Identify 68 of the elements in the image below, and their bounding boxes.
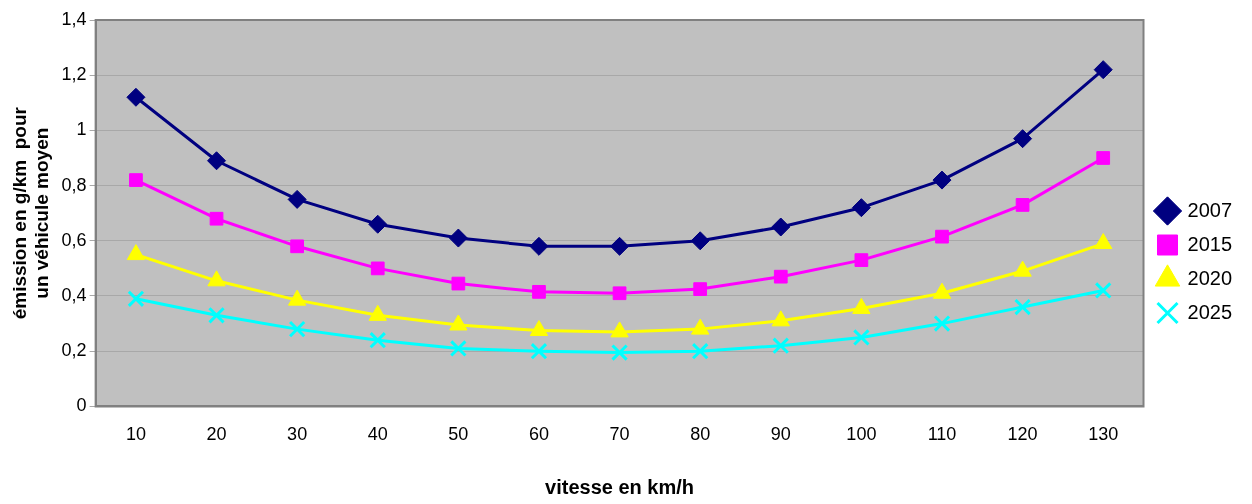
x-tick-label: 120 — [1007, 424, 1038, 445]
point — [932, 170, 952, 190]
x-tick-label: 20 — [206, 424, 227, 445]
point — [771, 217, 791, 237]
point — [126, 87, 146, 107]
x-tick-label: 10 — [125, 424, 146, 445]
point — [935, 229, 949, 244]
x-tick-label: 60 — [528, 424, 549, 445]
point — [207, 151, 227, 171]
x-tick-label: 110 — [927, 424, 957, 445]
y-tick-label: 0,4 — [61, 284, 87, 305]
point — [610, 236, 630, 256]
point — [287, 189, 307, 209]
y-tick-label: 0,6 — [61, 229, 87, 250]
point — [612, 286, 627, 301]
x-tick-label: 90 — [770, 424, 791, 445]
point — [530, 342, 548, 360]
point — [129, 173, 143, 187]
point — [532, 285, 546, 299]
legend-label: 2025 — [1187, 300, 1233, 323]
point — [772, 337, 790, 355]
legend-label: 2007 — [1187, 198, 1233, 221]
point — [693, 282, 708, 296]
point — [127, 290, 145, 308]
x-tick-label: 50 — [448, 424, 469, 445]
point — [1096, 151, 1111, 165]
point — [288, 320, 306, 338]
x-tick-label: 30 — [287, 424, 308, 445]
point — [773, 269, 788, 284]
point — [529, 236, 549, 256]
y-tick-label: 0 — [76, 395, 87, 416]
x-tick-label: 40 — [367, 424, 388, 445]
point — [851, 198, 871, 218]
point — [933, 315, 951, 333]
legend-label: 2020 — [1187, 266, 1233, 289]
x-tick-label: 80 — [690, 424, 711, 445]
y-tick-label: 1,4 — [61, 8, 87, 29]
point — [690, 231, 710, 251]
point — [1015, 198, 1030, 212]
point — [1094, 233, 1113, 250]
point — [1014, 298, 1032, 316]
y-tick-label: 1,2 — [61, 64, 87, 85]
point — [1094, 281, 1112, 300]
x-tick-label: 130 — [1088, 424, 1119, 445]
point — [448, 228, 468, 248]
x-tick-label: 70 — [609, 424, 630, 445]
point — [369, 331, 387, 349]
x-tick-label: 100 — [846, 424, 877, 445]
point — [449, 339, 467, 358]
point — [451, 276, 466, 291]
point — [852, 328, 870, 346]
point — [691, 342, 709, 360]
point — [370, 261, 385, 276]
point — [207, 306, 226, 324]
point — [368, 214, 388, 234]
y-tick-label: 0,8 — [61, 174, 87, 195]
point — [126, 244, 146, 261]
point — [610, 344, 629, 362]
y-tick-label: 1 — [76, 119, 87, 140]
point — [854, 253, 869, 267]
legend-label: 2015 — [1187, 232, 1233, 255]
point — [209, 211, 224, 226]
point — [290, 239, 304, 254]
point — [1013, 129, 1033, 149]
point — [1093, 60, 1113, 80]
x-axis-title: vitesse en km/h — [545, 475, 695, 498]
y-tick-label: 0,2 — [61, 340, 87, 361]
y-axis-title: émission en g/km pour un véhicule moyen — [8, 106, 53, 320]
